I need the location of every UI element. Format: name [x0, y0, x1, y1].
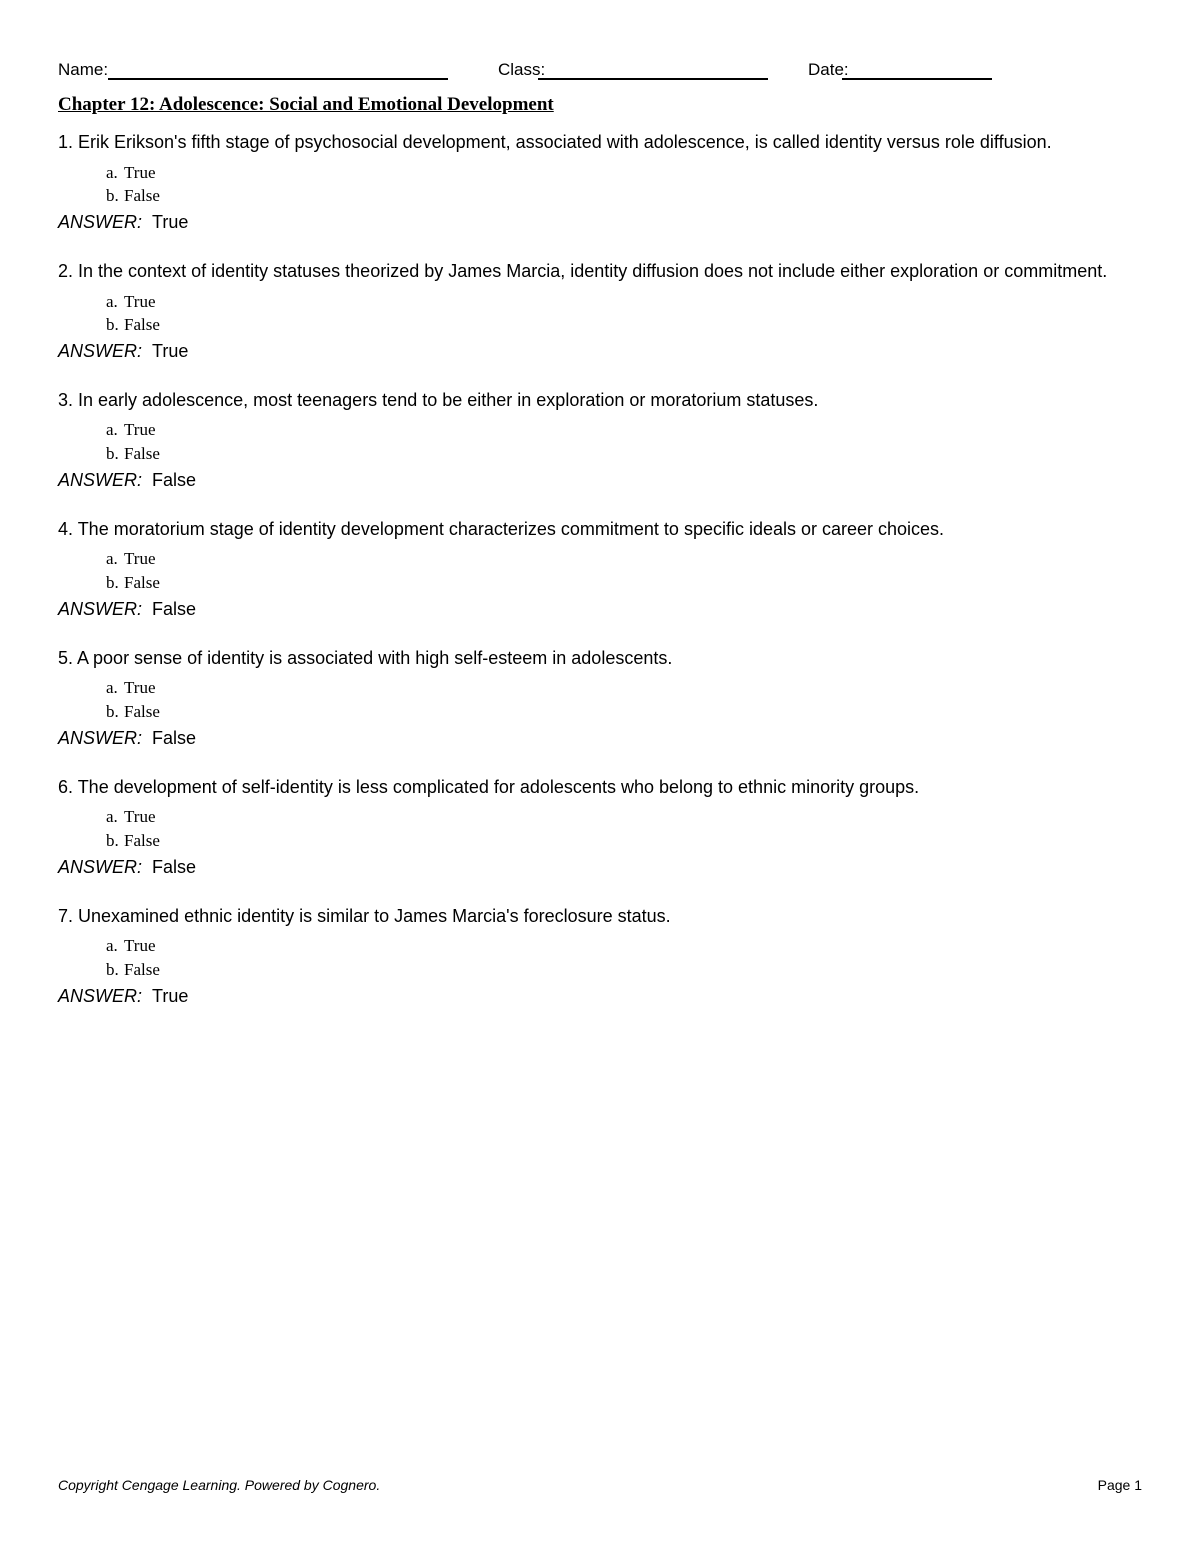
answer-label: ANSWER:	[58, 599, 142, 619]
option-value: True	[124, 290, 160, 314]
option-letter: b.	[106, 829, 124, 853]
option-value: False	[124, 184, 160, 208]
option-a: a.True	[106, 805, 1142, 829]
name-line	[108, 62, 448, 80]
answer-row: ANSWER: False	[58, 470, 1142, 491]
class-field: Class:	[498, 60, 768, 80]
date-field: Date:	[808, 60, 992, 80]
answer-value: False	[142, 599, 196, 619]
option-letter: a.	[106, 547, 124, 571]
option-a: a.True	[106, 418, 1142, 442]
answer-label: ANSWER:	[58, 470, 142, 490]
question-block: 3. In early adolescence, most teenagers …	[58, 388, 1142, 491]
question-text: 2. In the context of identity statuses t…	[58, 259, 1142, 283]
option-b: b.False	[106, 184, 1142, 208]
answer-value: True	[142, 341, 188, 361]
name-label: Name:	[58, 60, 108, 80]
options: a.Trueb.False	[58, 676, 1142, 724]
options: a.Trueb.False	[58, 290, 1142, 338]
option-value: True	[124, 805, 160, 829]
question-text: 3. In early adolescence, most teenagers …	[58, 388, 1142, 412]
copyright-text: Copyright Cengage Learning. Powered by C…	[58, 1477, 380, 1493]
option-b: b.False	[106, 313, 1142, 337]
option-letter: a.	[106, 418, 124, 442]
page-number: Page 1	[1098, 1477, 1142, 1493]
option-letter: b.	[106, 184, 124, 208]
option-b: b.False	[106, 442, 1142, 466]
answer-value: False	[142, 728, 196, 748]
question-block: 4. The moratorium stage of identity deve…	[58, 517, 1142, 620]
option-letter: b.	[106, 571, 124, 595]
option-value: False	[124, 829, 160, 853]
answer-row: ANSWER: False	[58, 857, 1142, 878]
option-a: a.True	[106, 290, 1142, 314]
option-letter: b.	[106, 313, 124, 337]
page-footer: Copyright Cengage Learning. Powered by C…	[58, 1477, 1142, 1493]
option-b: b.False	[106, 700, 1142, 724]
answer-value: True	[142, 986, 188, 1006]
option-value: False	[124, 700, 160, 724]
option-letter: a.	[106, 934, 124, 958]
option-value: True	[124, 676, 160, 700]
answer-value: False	[142, 857, 196, 877]
question-text: 6. The development of self-identity is l…	[58, 775, 1142, 799]
option-letter: a.	[106, 290, 124, 314]
option-letter: b.	[106, 442, 124, 466]
question-text: 5. A poor sense of identity is associate…	[58, 646, 1142, 670]
answer-row: ANSWER: True	[58, 986, 1142, 1007]
answer-label: ANSWER:	[58, 728, 142, 748]
option-letter: b.	[106, 958, 124, 982]
answer-value: True	[142, 212, 188, 232]
class-line	[538, 62, 768, 80]
options: a.Trueb.False	[58, 934, 1142, 982]
question-block: 2. In the context of identity statuses t…	[58, 259, 1142, 362]
chapter-title: Chapter 12: Adolescence: Social and Emot…	[58, 94, 1142, 116]
option-letter: a.	[106, 805, 124, 829]
date-line	[842, 62, 992, 80]
option-letter: a.	[106, 676, 124, 700]
option-b: b.False	[106, 571, 1142, 595]
question-text: 4. The moratorium stage of identity deve…	[58, 517, 1142, 541]
options: a.Trueb.False	[58, 418, 1142, 466]
answer-label: ANSWER:	[58, 857, 142, 877]
answer-row: ANSWER: False	[58, 599, 1142, 620]
options: a.Trueb.False	[58, 547, 1142, 595]
option-a: a.True	[106, 161, 1142, 185]
date-label: Date:	[808, 60, 842, 80]
questions-container: 1. Erik Erikson's fifth stage of psychos…	[58, 130, 1142, 1006]
question-block: 7. Unexamined ethnic identity is similar…	[58, 904, 1142, 1007]
question-block: 1. Erik Erikson's fifth stage of psychos…	[58, 130, 1142, 233]
answer-label: ANSWER:	[58, 341, 142, 361]
option-letter: b.	[106, 700, 124, 724]
option-b: b.False	[106, 958, 1142, 982]
question-block: 5. A poor sense of identity is associate…	[58, 646, 1142, 749]
option-value: False	[124, 313, 160, 337]
answer-row: ANSWER: True	[58, 341, 1142, 362]
worksheet-header: Name: Class: Date:	[58, 60, 1142, 80]
option-value: True	[124, 418, 160, 442]
option-value: False	[124, 958, 160, 982]
option-a: a.True	[106, 934, 1142, 958]
option-value: True	[124, 547, 160, 571]
answer-label: ANSWER:	[58, 986, 142, 1006]
question-text: 1. Erik Erikson's fifth stage of psychos…	[58, 130, 1142, 154]
option-value: False	[124, 571, 160, 595]
option-letter: a.	[106, 161, 124, 185]
option-value: False	[124, 442, 160, 466]
option-b: b.False	[106, 829, 1142, 853]
answer-row: ANSWER: False	[58, 728, 1142, 749]
name-field: Name:	[58, 60, 448, 80]
options: a.Trueb.False	[58, 161, 1142, 209]
answer-value: False	[142, 470, 196, 490]
option-a: a.True	[106, 547, 1142, 571]
class-label: Class:	[498, 60, 538, 80]
options: a.Trueb.False	[58, 805, 1142, 853]
option-value: True	[124, 161, 160, 185]
option-a: a.True	[106, 676, 1142, 700]
question-block: 6. The development of self-identity is l…	[58, 775, 1142, 878]
answer-row: ANSWER: True	[58, 212, 1142, 233]
answer-label: ANSWER:	[58, 212, 142, 232]
question-text: 7. Unexamined ethnic identity is similar…	[58, 904, 1142, 928]
option-value: True	[124, 934, 160, 958]
